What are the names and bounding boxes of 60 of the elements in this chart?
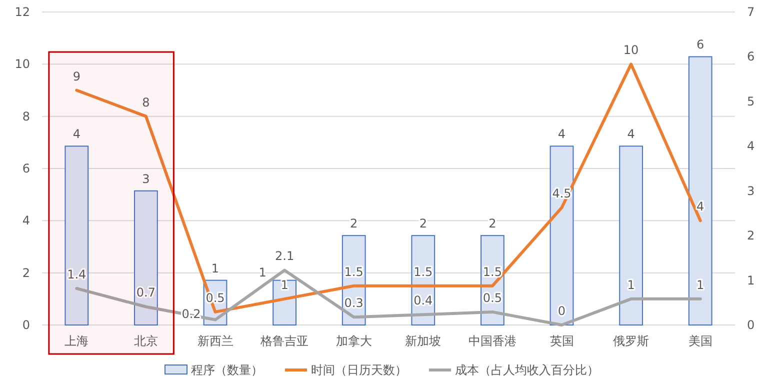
- legend-label: 程序（数量）: [191, 363, 263, 377]
- x-tick-label: 美国: [688, 334, 712, 348]
- data-label: 9: [72, 69, 80, 84]
- y2-tick-label: 5: [747, 94, 755, 108]
- x-tick-label: 新西兰: [197, 334, 234, 348]
- y-tick-label: 4: [22, 214, 30, 228]
- y2-tick-label: 0: [747, 318, 755, 332]
- bar: [688, 56, 712, 326]
- data-label: 10: [623, 43, 639, 58]
- x-tick-label: 上海: [64, 334, 89, 348]
- data-label: 3: [142, 172, 150, 186]
- data-label: 4: [627, 127, 635, 142]
- bar: [134, 190, 158, 326]
- data-label: 0.7: [136, 286, 156, 300]
- data-label: 1: [280, 278, 288, 292]
- y2-tick-label: 1: [747, 273, 755, 288]
- y-tick-label: 2: [22, 266, 30, 280]
- y-tick-label: 8: [22, 109, 30, 124]
- data-label: 4: [72, 127, 80, 142]
- bar: [64, 146, 89, 326]
- data-label: 2: [488, 216, 496, 231]
- data-label: 4: [696, 200, 704, 214]
- data-label: 2: [350, 216, 358, 231]
- data-label: 0: [558, 304, 566, 318]
- data-label: 2: [419, 216, 427, 231]
- y-tick-label: 12: [14, 5, 30, 19]
- data-label: 0.3: [344, 296, 364, 310]
- data-label: 1: [258, 265, 266, 280]
- y2-tick-label: 4: [747, 139, 755, 154]
- x-tick-label: 新加坡: [405, 334, 442, 348]
- x-tick-label: 俄罗斯: [613, 334, 650, 348]
- legend-label: 时间（日历天数）: [311, 363, 407, 377]
- y2-tick-label: 7: [747, 5, 755, 19]
- y2-tick-label: 6: [747, 50, 755, 64]
- y2-tick-label: 3: [747, 184, 755, 198]
- data-label: 0.4: [414, 294, 433, 308]
- data-label: 2.1: [275, 249, 294, 264]
- data-label: 1: [627, 278, 635, 292]
- x-tick-label: 中国香港: [468, 334, 516, 348]
- data-label: 4: [558, 127, 566, 142]
- data-label: 0.5: [482, 290, 502, 305]
- data-label: 6: [696, 38, 704, 52]
- data-label: 1.5: [482, 264, 502, 279]
- x-tick-label: 英国: [550, 334, 574, 348]
- data-label: 1: [696, 278, 704, 292]
- x-tick-label: 北京: [134, 334, 158, 348]
- legend-label: 成本（占人均收入百分比）: [455, 363, 599, 377]
- y-tick-label: 10: [14, 57, 30, 72]
- data-label: 1.5: [344, 264, 364, 279]
- data-label: 1.5: [414, 264, 433, 279]
- data-label: 1: [211, 261, 220, 276]
- data-label: 1.4: [67, 267, 86, 282]
- y-tick-label: 6: [22, 162, 30, 176]
- y2-tick-label: 2: [747, 228, 755, 243]
- data-label: 0.2: [182, 306, 201, 321]
- x-tick-label: 格鲁吉亚: [260, 334, 309, 348]
- bar: [619, 146, 643, 326]
- data-label: 8: [142, 95, 150, 110]
- y-tick-label: 0: [22, 318, 30, 332]
- x-tick-label: 加拿大: [336, 334, 372, 348]
